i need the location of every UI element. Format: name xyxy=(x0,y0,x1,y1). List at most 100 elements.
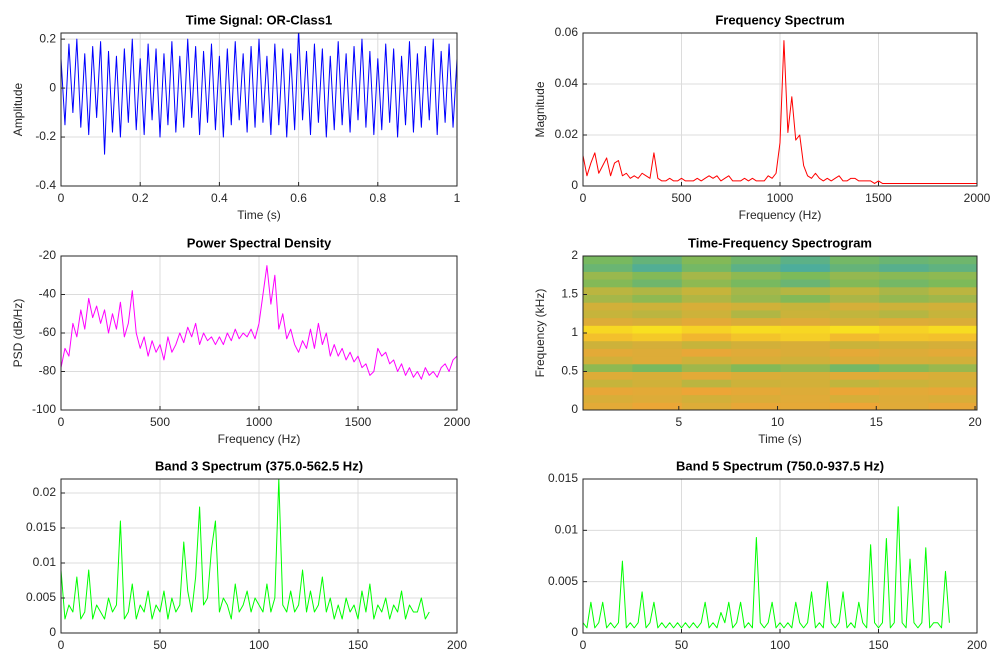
y-tick-label: 0 xyxy=(571,402,578,416)
plot-area xyxy=(583,479,977,633)
heatmap-cell xyxy=(780,379,831,388)
x-tick-label: 0 xyxy=(58,638,65,652)
heatmap-cell xyxy=(681,379,732,388)
heatmap-cell xyxy=(731,348,781,357)
heatmap-cell xyxy=(681,302,732,311)
x-tick-label: 15 xyxy=(870,415,884,429)
plot-area xyxy=(61,256,457,410)
y-tick-label: 0.02 xyxy=(555,127,579,141)
heatmap-cell xyxy=(829,271,880,280)
y-tick-label: -0.2 xyxy=(35,129,56,143)
heatmap-cell xyxy=(879,309,930,319)
x-tick-label: 500 xyxy=(150,415,170,429)
heatmap-cell xyxy=(632,386,683,396)
heatmap-cell xyxy=(928,333,977,342)
heatmap-cell xyxy=(681,371,732,380)
heatmap-cell xyxy=(583,340,633,349)
heatmap-cell xyxy=(731,302,781,311)
heatmap-cell xyxy=(879,271,930,280)
subplot-title: Time-Frequency Spectrogram xyxy=(688,235,872,250)
axes-box xyxy=(60,478,458,634)
plot-area xyxy=(61,33,457,186)
heatmap-cell xyxy=(583,325,633,334)
heatmap-cell xyxy=(731,279,781,288)
subplot: Frequency Spectrum Frequency (Hz) Magnitud… xyxy=(533,12,990,222)
x-tick-label: 1000 xyxy=(767,191,794,205)
heatmap-cell xyxy=(583,386,633,396)
heatmap-cell xyxy=(780,363,831,372)
heatmap-cell xyxy=(879,386,930,396)
heatmap-cell xyxy=(632,348,683,357)
y-tick-label: 0 xyxy=(49,80,56,94)
heatmap-cell xyxy=(583,333,633,342)
heatmap-cell xyxy=(780,256,831,265)
heatmap-cell xyxy=(731,325,781,334)
x-tick-label: 0.4 xyxy=(211,191,228,205)
heatmap-cell xyxy=(829,263,880,272)
heatmap-cell xyxy=(879,302,930,311)
y-tick-label: 1 xyxy=(571,325,578,339)
y-tick-label: -80 xyxy=(39,364,57,378)
heatmap-cell xyxy=(632,371,683,380)
heatmap-cell xyxy=(681,402,732,410)
x-tick-label: 0.6 xyxy=(290,191,307,205)
heatmap-cell xyxy=(731,386,781,396)
heatmap-cell xyxy=(829,333,880,342)
heatmap-cell xyxy=(731,371,781,380)
heatmap-cell xyxy=(583,379,633,388)
heatmap-cell xyxy=(829,309,880,319)
subplot: Time Signal: OR-Class1 Time (s) Amplitude 0… xyxy=(11,12,460,222)
y-tick-label: 0.015 xyxy=(26,520,56,534)
heatmap-cell xyxy=(731,379,781,388)
heatmap-cell xyxy=(829,371,880,380)
y-tick-label: 0.005 xyxy=(26,590,56,604)
subplot: Time-Frequency Spectrogram Time (s) Freque… xyxy=(533,235,982,446)
heatmap-cell xyxy=(879,263,930,272)
heatmap-cell xyxy=(780,394,831,403)
heatmap-cell xyxy=(583,309,633,319)
subplot: Band 3 Spectrum (375.0-562.5 Hz) 0 50 100 15… xyxy=(26,458,467,652)
heatmap-cell xyxy=(879,363,930,372)
y-tick-label: 2 xyxy=(571,248,578,262)
heatmap-cell xyxy=(681,348,732,357)
heatmap-cell xyxy=(583,348,633,357)
heatmap-cell xyxy=(928,394,977,403)
heatmap-cell xyxy=(632,271,683,280)
x-tick-label: 0.8 xyxy=(369,191,386,205)
heatmap-cell xyxy=(780,386,831,396)
heatmap-cell xyxy=(928,348,977,357)
heatmap-cell xyxy=(731,340,781,349)
x-tick-label: 1000 xyxy=(246,415,273,429)
heatmap-cell xyxy=(780,340,831,349)
heatmap-cell xyxy=(780,263,831,272)
x-tick-label: 50 xyxy=(153,638,167,652)
x-tick-label: 1 xyxy=(454,191,461,205)
heatmap-cell xyxy=(928,356,977,365)
heatmap-cell xyxy=(583,317,633,326)
heatmap-cell xyxy=(632,309,683,319)
heatmap-cell xyxy=(731,294,781,303)
heatmap-cell xyxy=(780,279,831,288)
x-axis-label: Time (s) xyxy=(758,432,802,446)
heatmap-cell xyxy=(780,348,831,357)
heatmap-cell xyxy=(583,286,633,295)
heatmap-cell xyxy=(879,256,930,265)
y-axis-label: Magnitude xyxy=(533,81,547,137)
heatmap-cell xyxy=(681,286,732,295)
heatmap-cell xyxy=(632,379,683,388)
y-tick-label: -40 xyxy=(39,287,57,301)
heatmap-cell xyxy=(731,363,781,372)
x-tick-label: 200 xyxy=(447,638,467,652)
x-tick-label: 150 xyxy=(348,638,368,652)
heatmap-cell xyxy=(879,333,930,342)
heatmap-cell xyxy=(780,402,831,410)
heatmap-cell xyxy=(583,302,633,311)
heatmap-cell xyxy=(879,325,930,334)
heatmap-cell xyxy=(829,394,880,403)
heatmap-cell xyxy=(928,363,977,372)
heatmap-cell xyxy=(681,279,732,288)
x-tick-label: 0.2 xyxy=(132,191,149,205)
heatmap-cell xyxy=(780,371,831,380)
heatmap-cell xyxy=(731,309,781,319)
heatmap-cell xyxy=(731,286,781,295)
